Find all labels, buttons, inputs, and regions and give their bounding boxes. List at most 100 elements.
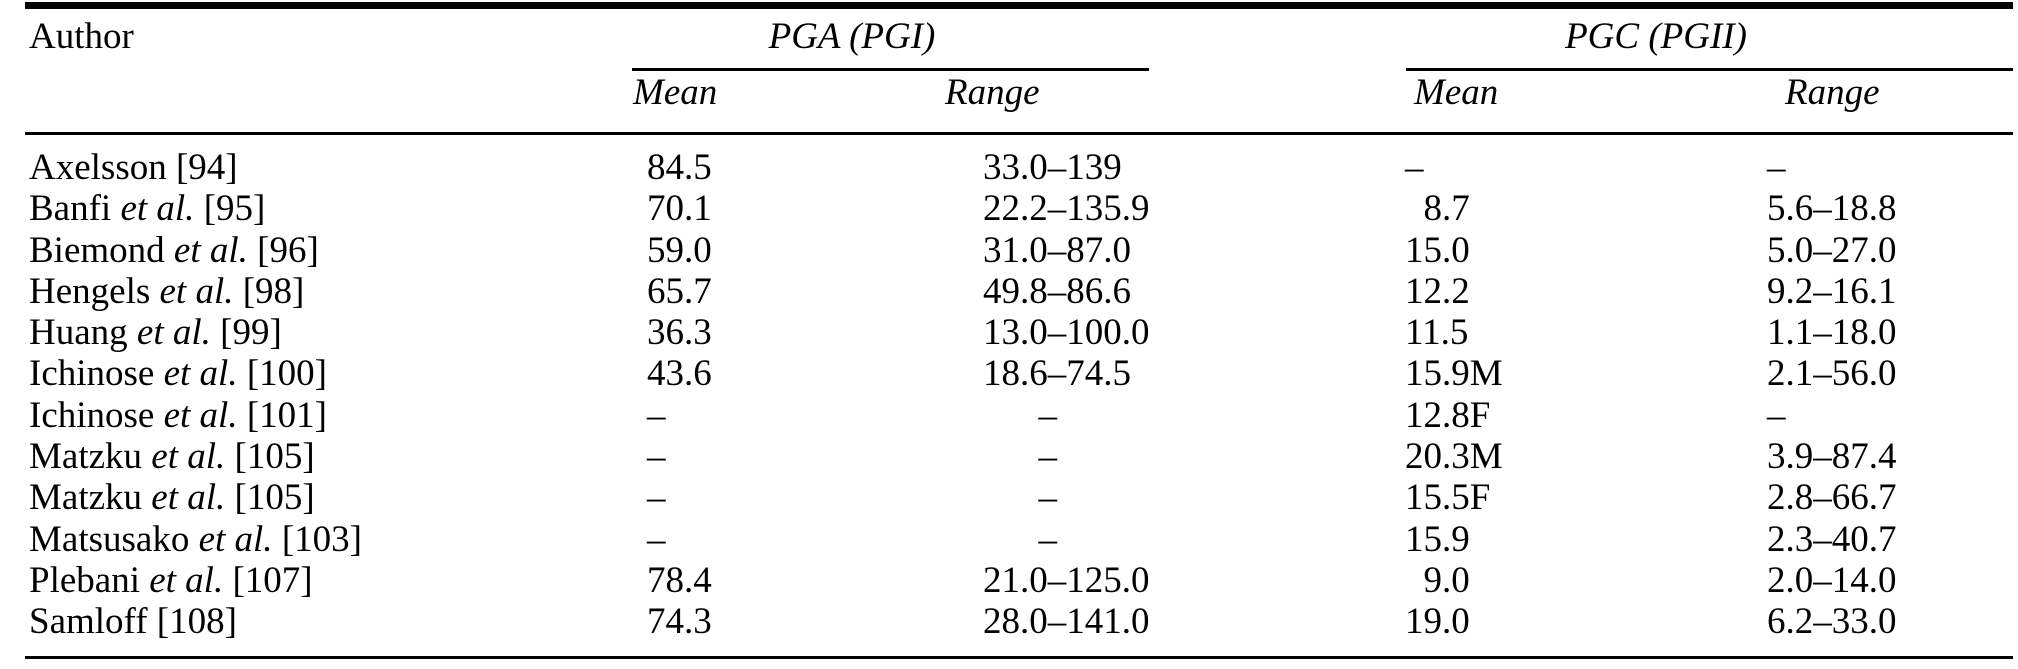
author-ref: [105] [225,436,315,478]
table-row: Huang et al. [99] 36.3 13.0–100.0 11.5 1… [0,312,2018,353]
cell-pga-range: 18.6–74.5 [983,353,1131,395]
cell-pgc-range: 2.1–56.0 [1767,353,1897,395]
cell-pga-mean: – [647,436,666,478]
cell-author: Biemond et al. [96] [29,230,319,271]
author-name: Matzku [29,477,152,519]
group-header-pgc-pgii: PGC (PGII) [1565,16,1747,57]
group-header-pga-pgi: PGA (PGI) [768,16,936,57]
cell-pgc-mean: 15.5F [1405,477,1491,519]
column-header-author: Author [29,16,134,57]
author-etal: et al. [120,188,195,230]
table-row: Ichinose et al. [101] – – 12.8F – [0,395,2018,436]
table-row: Matzku et al. [105] – – 20.3M 3.9–87.4 [0,436,2018,477]
author-ref: [99] [210,312,282,354]
cell-pgc-mean: 15.0 [1405,229,1470,271]
cell-author: Ichinose et al. [100] [29,353,327,394]
cell-pgc-mean: 11.5 [1405,312,1469,354]
author-etal: et al. [173,229,248,271]
cell-author: Hengels et al. [98] [29,271,304,312]
author-etal: et al. [136,312,211,354]
author-ref: [95] [194,188,266,230]
column-header-pgc-range: Range [1785,72,1880,113]
author-ref: [100] [237,353,327,395]
cell-pga-range: 49.8–86.6 [983,270,1131,312]
cell-author: Axelsson [94] [29,147,238,188]
top-rule [25,2,2013,9]
author-etal: et al. [198,518,273,560]
cell-pgc-range: 9.2–16.1 [1767,270,1897,312]
cell-pgc-range: 3.9–87.4 [1767,436,1897,478]
cell-pgc-mean: 19.0 [1405,601,1470,643]
author-name: Banfi [29,188,121,230]
cell-pga-mean: 78.4 [647,559,712,601]
cell-pga-mean: 43.6 [647,353,712,395]
cell-author: Ichinose et al. [101] [29,395,327,436]
cell-pga-mean: 36.3 [647,312,712,354]
author-name: Huang [29,312,137,354]
table-row: Biemond et al. [96] 59.0 31.0–87.0 15.0 … [0,230,2018,271]
table-body: Axelsson [94] 84.5 33.0–139 – – Banfi et… [0,147,2018,643]
cell-pgc-range: 2.3–40.7 [1767,518,1897,560]
cell-pgc-range: 1.1–18.0 [1767,312,1897,354]
cell-pga-mean: 84.5 [647,147,712,188]
author-name: Matsusako [29,518,199,560]
author-name: Biemond [29,229,174,271]
author-etal: et al. [163,394,238,436]
cell-pgc-mean: 15.9 [1405,518,1470,560]
table-row: Hengels et al. [98] 65.7 49.8–86.6 12.2 … [0,271,2018,312]
column-header-pga-range: Range [945,72,1040,113]
pgc-spanner-rule [1406,68,2013,71]
cell-pga-range: – [983,394,1058,436]
cell-pga-range: – [983,477,1058,519]
cell-pgc-mean: 12.2 [1405,270,1470,312]
table-row: Matzku et al. [105] – – 15.5F 2.8–66.7 [0,477,2018,518]
cell-pga-range: 33.0–139 [983,147,1122,188]
column-header-pgc-mean: Mean [1414,72,1499,113]
author-ref: [108] [156,601,237,643]
author-ref: [96] [247,229,319,271]
author-ref: [101] [237,394,327,436]
author-name: Hengels [29,270,160,312]
cell-pga-mean: 65.7 [647,270,712,312]
author-etal: et al. [159,270,234,312]
table-row: Samloff [108] 74.3 28.0–141.0 19.0 6.2–3… [0,601,2018,642]
cell-author: Matzku et al. [105] [29,436,315,477]
cell-pga-mean: – [647,477,666,519]
cell-pgc-range: 5.0–27.0 [1767,229,1897,271]
cell-pga-mean: 59.0 [647,229,712,271]
cell-pgc-mean: 15.9M [1405,353,1503,395]
cell-pga-range: 22.2–135.9 [983,188,1150,230]
pga-spanner-rule [632,68,1149,71]
cell-pga-range: 31.0–87.0 [983,229,1131,271]
author-name: Samloff [29,601,157,643]
cell-pga-range: 28.0–141.0 [983,601,1150,643]
cell-pga-range: – [983,518,1058,560]
cell-pgc-range: 5.6–18.8 [1767,188,1897,230]
author-ref: [105] [225,477,315,519]
cell-author: Huang et al. [99] [29,312,282,353]
cell-pga-range: 13.0–100.0 [983,312,1150,354]
author-ref: [94] [175,147,238,188]
author-name: Ichinose [29,394,164,436]
cell-pgc-mean: 20.3M [1405,436,1503,478]
cell-pga-range: 21.0–125.0 [983,559,1150,601]
cell-pgc-range: 6.2–33.0 [1767,601,1897,643]
author-etal: et al. [151,436,226,478]
table-row: Banfi et al. [95] 70.1 22.2–135.9 8.7 5.… [0,188,2018,229]
table-row: Plebani et al. [107] 78.4 21.0–125.0 9.0… [0,560,2018,601]
cell-pgc-range: – [1767,394,1786,436]
author-ref: [107] [223,559,313,601]
table-row: Axelsson [94] 84.5 33.0–139 – – [0,147,2018,188]
cell-author: Plebani et al. [107] [29,560,313,601]
author-name: Axelsson [29,147,176,188]
column-header-pga-mean: Mean [633,72,718,113]
cell-pgc-mean: 8.7 [1405,188,1470,230]
cell-pgc-mean: 9.0 [1405,559,1470,601]
cell-author: Samloff [108] [29,601,237,642]
cell-pgc-mean: – [1405,147,1424,188]
author-etal: et al. [151,477,226,519]
table-bottom-rule [25,656,2013,659]
cell-pga-mean: 74.3 [647,601,712,643]
cell-author: Matsusako et al. [103] [29,519,362,560]
